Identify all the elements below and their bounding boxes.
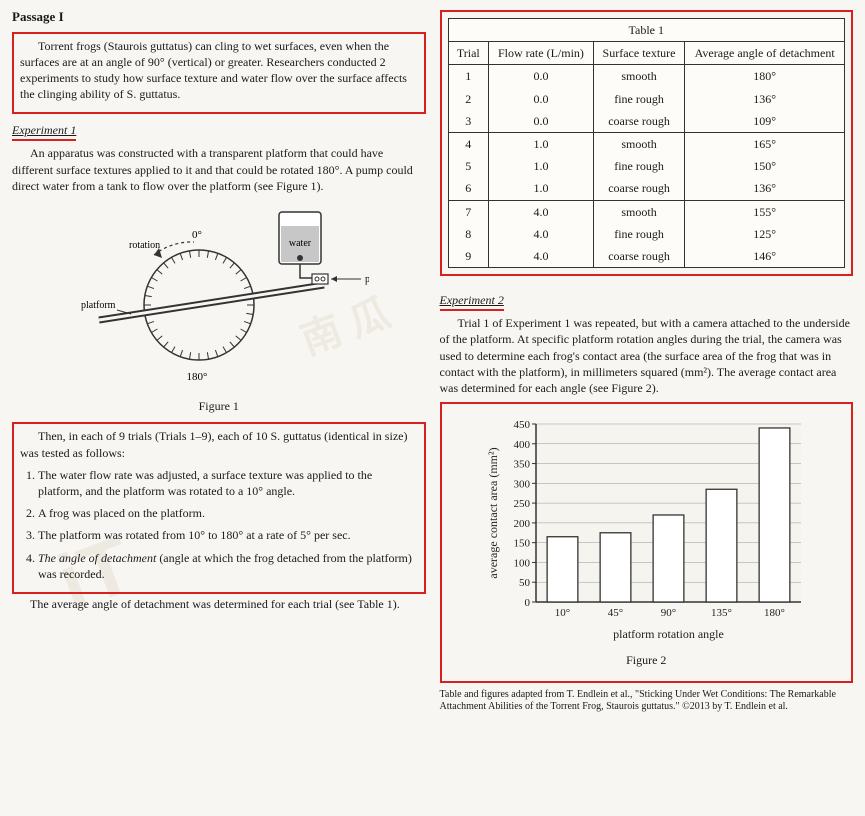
table-row: 30.0coarse rough109°	[448, 110, 845, 133]
table-row: 61.0coarse rough136°	[448, 177, 845, 200]
citation: Table and figures adapted from T. Endlei…	[440, 689, 854, 714]
platform-label: platform	[81, 300, 116, 311]
svg-text:200: 200	[514, 518, 531, 530]
table-cell: 150°	[685, 155, 845, 177]
experiment-2-paragraph: Trial 1 of Experiment 1 was repeated, bu…	[440, 315, 854, 396]
table-cell: 5	[448, 155, 489, 177]
apparatus-diagram: 0° 180° water pump rotation platform	[69, 200, 369, 390]
table-row: 74.0smooth155°	[448, 200, 845, 223]
average-line: The average angle of detachment was dete…	[12, 596, 426, 612]
table-cell: 136°	[685, 177, 845, 200]
trials-intro: Then, in each of 9 trials (Trials 1–9), …	[20, 428, 418, 460]
table-cell: 9	[448, 245, 489, 268]
svg-text:180°: 180°	[764, 607, 785, 619]
table-cell: 8	[448, 223, 489, 245]
table-header-row: Trial Flow rate (L/min) Surface texture …	[448, 42, 845, 65]
figure-2-caption: Figure 2	[448, 652, 846, 668]
table-cell: coarse rough	[593, 110, 684, 133]
svg-text:100: 100	[514, 558, 531, 570]
svg-text:0: 0	[525, 597, 531, 609]
table-cell: 1.0	[489, 155, 594, 177]
bar-chart: 0 50 100 150 200 250 300 350 400 450 10° 45° 90° 135°…	[481, 414, 811, 644]
table-cell: 4.0	[489, 245, 594, 268]
trial-step: The platform was rotated from 10° to 180…	[38, 527, 418, 543]
table-cell: coarse rough	[593, 245, 684, 268]
table-cell: fine rough	[593, 88, 684, 110]
table-cell: 0.0	[489, 110, 594, 133]
trial-step: The water flow rate was adjusted, a surf…	[38, 467, 418, 499]
table-cell: 4	[448, 132, 489, 155]
svg-text:90°: 90°	[661, 607, 676, 619]
svg-text:platform rotation angle: platform rotation angle	[613, 627, 724, 641]
intro-paragraph: Torrent frogs (Staurois guttatus) can cl…	[20, 38, 418, 103]
table-cell: 109°	[685, 110, 845, 133]
trial-step: The angle of detachment The angle of det…	[38, 550, 418, 582]
table-row: 10.0smooth180°	[448, 65, 845, 88]
svg-text:350: 350	[514, 459, 531, 471]
svg-text:45°: 45°	[608, 607, 623, 619]
table-cell: smooth	[593, 200, 684, 223]
table-cell: 1	[448, 65, 489, 88]
table-row: 20.0fine rough136°	[448, 88, 845, 110]
svg-text:400: 400	[514, 439, 531, 451]
experiment-1-paragraph: An apparatus was constructed with a tran…	[12, 145, 426, 194]
table-cell: 6	[448, 177, 489, 200]
figure-1: 0° 180° water pump rotation platform	[12, 200, 426, 414]
table-cell: 2	[448, 88, 489, 110]
table-cell: 180°	[685, 65, 845, 88]
figure-2-highlight-box: 0 50 100 150 200 250 300 350 400 450 10° 45° 90° 135°…	[440, 402, 854, 682]
table-col-header: Trial	[448, 42, 489, 65]
table-col-header: Flow rate (L/min)	[489, 42, 594, 65]
table-cell: smooth	[593, 65, 684, 88]
table-cell: 155°	[685, 200, 845, 223]
table-1: Table 1 Trial Flow rate (L/min) Surface …	[448, 18, 846, 268]
table-cell: 1.0	[489, 132, 594, 155]
table-row: 84.0fine rough125°	[448, 223, 845, 245]
svg-text:135°: 135°	[711, 607, 732, 619]
trials-highlight-box: Then, in each of 9 trials (Trials 1–9), …	[12, 422, 426, 594]
table-cell: fine rough	[593, 155, 684, 177]
table-cell: 0.0	[489, 65, 594, 88]
table-col-header: Surface texture	[593, 42, 684, 65]
table-cell: 4.0	[489, 200, 594, 223]
table-cell: 146°	[685, 245, 845, 268]
table-cell: 4.0	[489, 223, 594, 245]
table-highlight-box: Table 1 Trial Flow rate (L/min) Surface …	[440, 10, 854, 276]
svg-text:50: 50	[519, 577, 531, 589]
pump-label: pump	[365, 274, 369, 285]
trial-steps-list: The water flow rate was adjusted, a surf…	[20, 467, 418, 582]
table-col-header: Average angle of detachment	[685, 42, 845, 65]
intro-highlight-box: Torrent frogs (Staurois guttatus) can cl…	[12, 32, 426, 115]
table-cell: 7	[448, 200, 489, 223]
table-cell: 1.0	[489, 177, 594, 200]
table-row: 51.0fine rough150°	[448, 155, 845, 177]
table-cell: 165°	[685, 132, 845, 155]
table-cell: 125°	[685, 223, 845, 245]
svg-text:average contact area (mm²): average contact area (mm²)	[486, 448, 500, 579]
experiment-2-label: Experiment 2	[440, 292, 504, 311]
svg-text:300: 300	[514, 479, 531, 491]
table-title: Table 1	[448, 19, 845, 42]
table-cell: 3	[448, 110, 489, 133]
svg-text:10°: 10°	[555, 607, 570, 619]
table-cell: coarse rough	[593, 177, 684, 200]
figure-2: 0 50 100 150 200 250 300 350 400 450 10° 45° 90° 135°…	[448, 414, 846, 668]
zero-degree-label: 0°	[192, 229, 202, 241]
svg-text:250: 250	[514, 498, 531, 510]
passage-label: Passage I	[12, 8, 426, 26]
trial-step: A frog was placed on the platform.	[38, 505, 418, 521]
table-cell: 0.0	[489, 88, 594, 110]
one80-degree-label: 180°	[186, 371, 207, 383]
table-row: 41.0smooth165°	[448, 132, 845, 155]
water-label: water	[289, 238, 312, 249]
table-cell: smooth	[593, 132, 684, 155]
figure-1-caption: Figure 1	[12, 398, 426, 414]
svg-text:450: 450	[514, 419, 531, 431]
table-cell: 136°	[685, 88, 845, 110]
table-cell: fine rough	[593, 223, 684, 245]
svg-text:150: 150	[514, 538, 531, 550]
rotation-label: rotation	[129, 240, 160, 251]
experiment-1-label: Experiment 1	[12, 122, 76, 141]
table-row: 94.0coarse rough146°	[448, 245, 845, 268]
